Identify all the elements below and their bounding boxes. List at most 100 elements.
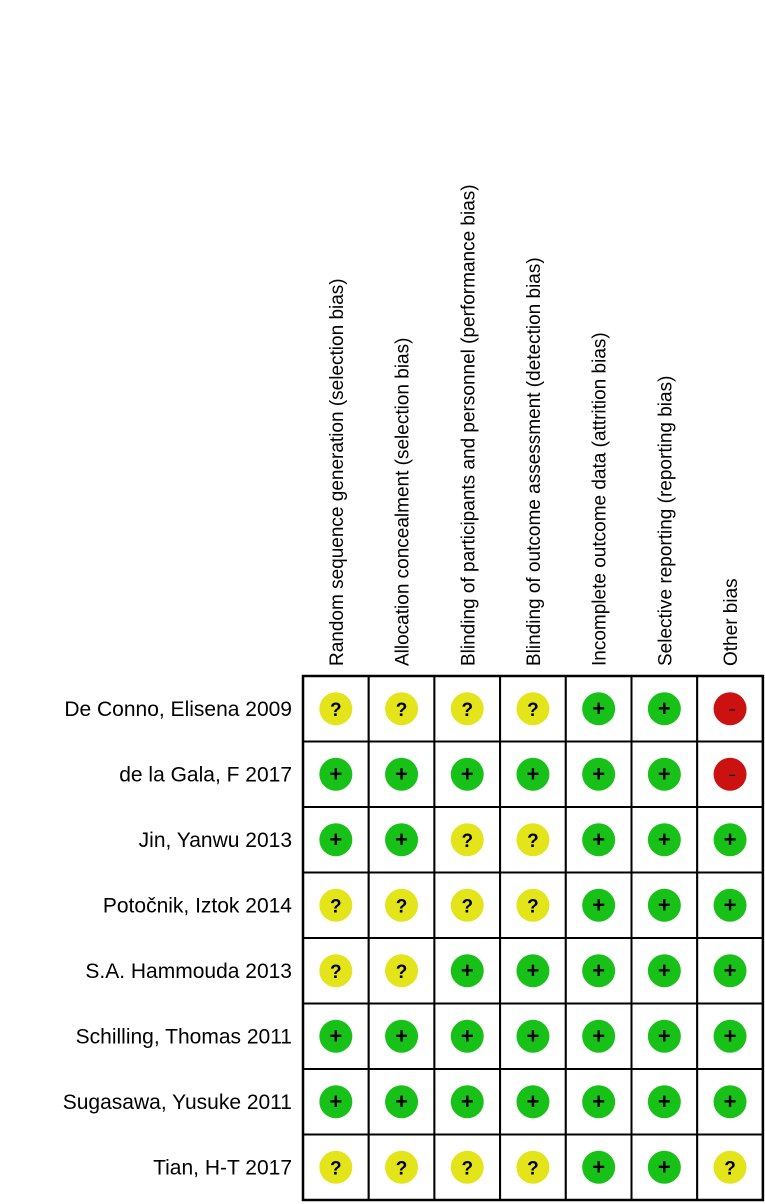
study-label-sugasawa-yusuke-2011: Sugasawa, Yusuke 2011 xyxy=(63,1091,292,1114)
low-risk-icon xyxy=(647,757,681,791)
unclear-risk-icon xyxy=(385,692,419,726)
low-risk-icon xyxy=(516,1019,550,1053)
unclear-risk-symbol: ? xyxy=(396,962,408,983)
unclear-risk-icon xyxy=(516,1150,550,1184)
unclear-risk-symbol: ? xyxy=(461,1158,473,1179)
low-risk-symbol: + xyxy=(329,1023,342,1048)
low-risk-icon xyxy=(450,1019,484,1053)
low-risk-symbol: + xyxy=(724,958,737,983)
rating-cell-r2-c1: + xyxy=(302,740,370,808)
low-risk-icon xyxy=(450,1085,484,1119)
low-risk-symbol: + xyxy=(461,1023,474,1048)
unclear-risk-symbol: ? xyxy=(396,700,408,721)
domain-header-4: Blinding of outcome assessment (detectio… xyxy=(524,257,545,666)
low-risk-symbol: + xyxy=(329,1089,342,1114)
low-risk-icon xyxy=(385,823,419,857)
low-risk-icon xyxy=(713,888,747,922)
cell-border xyxy=(499,871,567,939)
rating-cell-r4-c1: ? xyxy=(302,871,370,939)
low-risk-symbol: + xyxy=(658,958,671,983)
rating-cell-r6-c6: + xyxy=(630,1002,699,1070)
rating-cell-r6-c4: + xyxy=(499,1002,567,1070)
rating-cell-r5-c4: + xyxy=(499,937,567,1005)
rating-cell-r3-c2: + xyxy=(367,806,436,874)
low-risk-symbol: + xyxy=(329,761,342,786)
low-risk-symbol: + xyxy=(592,892,605,917)
unclear-risk-symbol: ? xyxy=(724,1158,736,1179)
low-risk-symbol: + xyxy=(658,827,671,852)
low-risk-symbol: + xyxy=(395,761,408,786)
low-risk-symbol: + xyxy=(724,892,737,917)
rating-cell-r6-c1: + xyxy=(302,1002,370,1070)
low-risk-icon xyxy=(582,888,616,922)
study-label-s-a-hammouda-2013: S.A. Hammouda 2013 xyxy=(85,960,292,983)
rating-cell-r8-c1: ? xyxy=(302,1133,370,1201)
low-risk-symbol: + xyxy=(527,1089,540,1114)
rating-cell-r8-c2: ? xyxy=(367,1133,436,1201)
low-risk-symbol: + xyxy=(527,1023,540,1048)
rating-cell-r4-c6: + xyxy=(630,871,699,939)
unclear-risk-icon xyxy=(713,1150,747,1184)
low-risk-symbol: + xyxy=(592,958,605,983)
rating-cell-r7-c1: + xyxy=(302,1068,370,1136)
low-risk-icon xyxy=(385,757,419,791)
unclear-risk-icon xyxy=(319,1150,353,1184)
domain-header-6: Selective reporting (reporting bias) xyxy=(655,376,676,666)
unclear-risk-icon xyxy=(516,692,550,726)
low-risk-icon xyxy=(582,1150,616,1184)
low-risk-icon xyxy=(516,757,550,791)
study-label-de-conno-elisena-2009: De Conno, Elisena 2009 xyxy=(64,698,292,721)
rating-cell-r6-c2: + xyxy=(367,1002,436,1070)
low-risk-symbol: + xyxy=(658,1089,671,1114)
low-risk-icon xyxy=(713,1019,747,1053)
unclear-risk-icon xyxy=(450,692,484,726)
unclear-risk-symbol: ? xyxy=(527,831,539,852)
unclear-risk-symbol: ? xyxy=(461,831,473,852)
unclear-risk-symbol: ? xyxy=(330,1158,342,1179)
low-risk-icon xyxy=(713,1085,747,1119)
high-risk-symbol: – xyxy=(729,767,736,781)
low-risk-symbol: + xyxy=(395,1023,408,1048)
unclear-risk-symbol: ? xyxy=(330,700,342,721)
low-risk-icon xyxy=(385,1085,419,1119)
low-risk-icon xyxy=(713,954,747,988)
rating-cell-r6-c7: + xyxy=(696,1002,764,1070)
low-risk-symbol: + xyxy=(592,761,605,786)
high-risk-icon xyxy=(713,692,747,726)
low-risk-symbol: + xyxy=(658,892,671,917)
study-labels: De Conno, Elisena 2009 de la Gala, F 2017… xyxy=(63,698,293,1180)
rating-cell-r7-c3: + xyxy=(433,1068,502,1136)
low-risk-symbol: + xyxy=(592,1154,605,1179)
unclear-risk-icon xyxy=(516,823,550,857)
rating-cell-r5-c5: + xyxy=(564,937,633,1005)
grid-outline xyxy=(301,674,765,1202)
low-risk-symbol: + xyxy=(395,827,408,852)
rating-cell-r7-c2: + xyxy=(367,1068,436,1136)
study-label-tian-h-t-2017: Tian, H-T 2017 xyxy=(153,1156,292,1179)
low-risk-symbol: + xyxy=(724,1089,737,1114)
rating-cell-r1-c2: ? xyxy=(367,675,436,743)
rating-cell-r1-c1: ? xyxy=(302,675,370,743)
study-label-de-la-gala-f-2017: de la Gala, F 2017 xyxy=(119,763,292,786)
study-label-poto-nik-iztok-2014: Potočnik, Iztok 2014 xyxy=(103,894,292,917)
rating-cell-r8-c7: ? xyxy=(696,1133,764,1201)
low-risk-icon xyxy=(647,1085,681,1119)
low-risk-icon xyxy=(647,1150,681,1184)
rating-cell-r2-c2: + xyxy=(367,740,436,808)
unclear-risk-symbol: ? xyxy=(527,1158,539,1179)
domain-headers: Random sequence generation (selection bi… xyxy=(327,184,742,666)
rating-cell-r3-c1: + xyxy=(302,806,370,874)
unclear-risk-icon xyxy=(385,888,419,922)
rating-cell-r2-c3: + xyxy=(433,740,502,808)
low-risk-symbol: + xyxy=(658,1154,671,1179)
rating-cell-r7-c6: + xyxy=(630,1068,699,1136)
low-risk-symbol: + xyxy=(724,827,737,852)
rating-cell-r4-c2: ? xyxy=(367,871,436,939)
rating-cell-r1-c7: – xyxy=(696,675,764,743)
rating-cell-r6-c5: + xyxy=(564,1002,633,1070)
low-risk-symbol: + xyxy=(592,1023,605,1048)
low-risk-icon xyxy=(516,954,550,988)
rating-cell-r8-c4: ? xyxy=(499,1133,567,1201)
low-risk-icon xyxy=(647,1019,681,1053)
